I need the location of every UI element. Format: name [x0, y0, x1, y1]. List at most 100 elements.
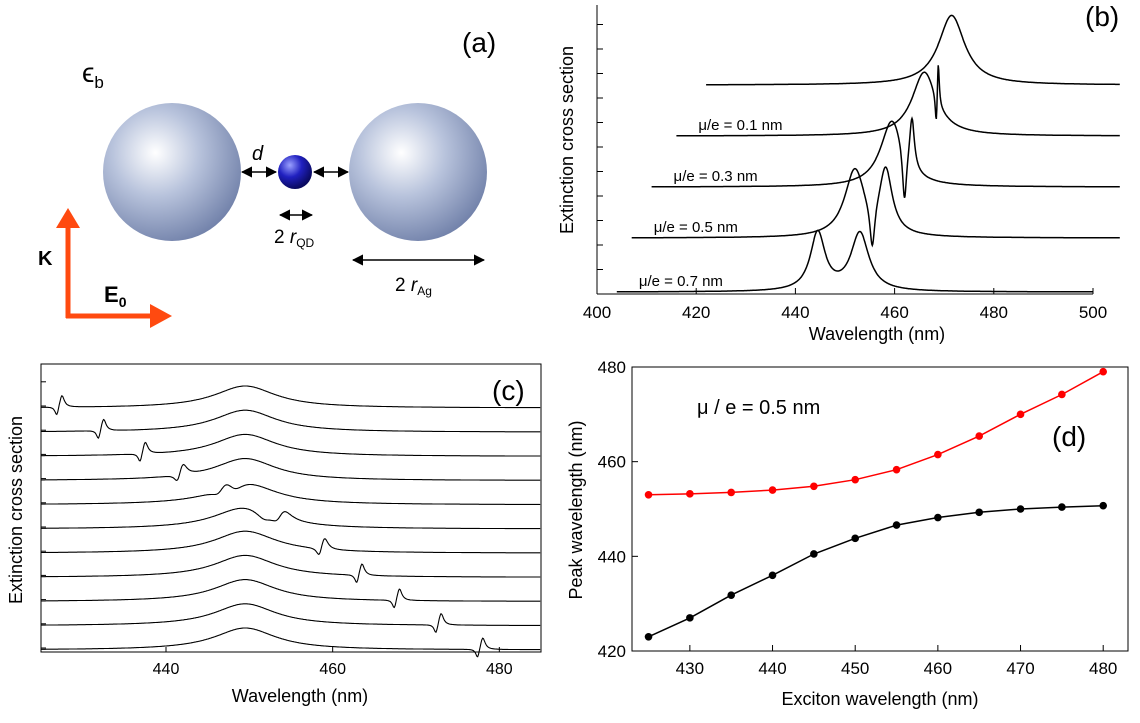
panel-b-ylabel: Extinction cross section: [557, 46, 577, 234]
panel-c-y-ticks: [41, 381, 46, 649]
panel-b-xlabel: Wavelength (nm): [809, 324, 945, 344]
panel-d-data-point: [810, 482, 818, 491]
gap-d-label: d: [252, 143, 264, 165]
panel-d-data-point: [644, 491, 653, 499]
panel-b-curves: μ/e = 0.7 nm μ/e = 0.5 nm μ/e = 0.3 nm μ/e …: [616, 14, 1120, 293]
left-silver-sphere: [103, 103, 241, 241]
qd-size-r: r: [290, 227, 297, 248]
panel-b-x-tick-label: 400: [583, 303, 611, 322]
panel-a-schematic: (a) ϵb d 2 rQD 2 rAg K E0: [38, 27, 496, 328]
panel-d-series: [644, 367, 1107, 641]
panel-d-data-point: [1016, 505, 1025, 513]
ag-size-prefix: 2: [395, 275, 411, 296]
panel-c-label: (c): [492, 375, 525, 406]
panel-a-label: (a): [462, 27, 496, 58]
panel-d-y-tick-label: 480: [598, 358, 626, 377]
medium-subscript: b: [94, 73, 103, 92]
panel-d-data-point: [686, 490, 694, 498]
panel-d-label: (d): [1052, 421, 1086, 452]
panel-d-series-line: [648, 371, 1104, 496]
panel-c-curves: [41, 385, 541, 658]
e0-sub: 0: [119, 294, 127, 310]
panel-c-curve: [41, 483, 541, 506]
panel-c-curve: [41, 627, 541, 658]
ag-size-r: r: [411, 275, 418, 296]
panel-c-curve: [41, 530, 541, 555]
k-label: K: [38, 248, 53, 270]
panel-b-curve: [706, 14, 1120, 86]
panel-d-x-tick-label: 430: [676, 659, 704, 678]
ag-size-label: 2 rAg: [395, 275, 432, 298]
panel-d-data-point: [727, 488, 735, 497]
panel-d-data-point: [1058, 503, 1066, 511]
panel-b-chart: 400 420 440 460 480 500 μ/e = 0.7 nm μ/e = 0.5…: [557, 1, 1120, 344]
panel-d-y-tick-label: 460: [598, 453, 626, 472]
panel-d-x-ticks: 430 440 450 460 470 480: [676, 645, 1117, 678]
panel-d-y-tick-label: 420: [598, 642, 626, 661]
panel-d-data-point: [1099, 367, 1107, 376]
panel-b-x-ticks: 400 420 440 460 480 500: [583, 288, 1107, 322]
panel-b-curve: [676, 65, 1120, 137]
medium-epsilon-label: ϵb: [82, 57, 104, 92]
panel-b-x-tick-label: 440: [781, 303, 809, 322]
panel-d-data-point: [1016, 410, 1025, 419]
panel-d-x-tick-label: 480: [1089, 659, 1117, 678]
panel-d-ylabel: Peak wavelength (nm): [566, 420, 586, 599]
panel-b-x-tick-label: 420: [682, 303, 710, 322]
panel-d-data-point: [727, 591, 735, 599]
panel-c-x-ticks: 440 460 480: [153, 647, 513, 678]
panel-b-curve: [651, 116, 1120, 199]
panel-c-curve: [41, 554, 541, 583]
panel-c-curve: [41, 433, 541, 462]
panel-d-xlabel: Exciton wavelength (nm): [781, 689, 978, 709]
panel-d-data-point: [768, 571, 777, 580]
panel-b-y-ticks: [597, 24, 603, 295]
panel-d-x-tick-label: 450: [841, 659, 869, 678]
panel-c-ylabel: Extinction cross section: [6, 416, 26, 604]
panel-b-curve: [616, 229, 1093, 293]
panel-d-y-ticks: 420 440 460 480: [598, 358, 638, 661]
panel-d-data-point: [934, 513, 942, 522]
panel-d-annotation: μ / e = 0.5 nm: [697, 397, 820, 419]
panel-c-frame: [40, 363, 542, 653]
panel-d-data-point: [1099, 501, 1107, 510]
panel-c-chart: 440 460 480 (c) Wavelength (nm) Extinction…: [6, 363, 542, 706]
panel-b-curve-label: μ/e = 0.1 nm: [698, 117, 782, 134]
panel-d-data-point: [975, 508, 983, 517]
right-silver-sphere: [349, 103, 487, 241]
panel-c-x-tick-label: 480: [486, 661, 513, 678]
panel-c-xlabel: Wavelength (nm): [232, 686, 368, 706]
panel-d-chart: 420 440 460 480 430 440 450 460 470 480 (d) μ / …: [566, 358, 1129, 709]
panel-b-x-tick-label: 460: [880, 303, 908, 322]
panel-d-series-line: [648, 504, 1104, 638]
medium-symbol: ϵ: [82, 57, 94, 88]
panel-d-data-point: [686, 614, 694, 622]
e0-label: E0: [104, 282, 127, 310]
panel-d-data-point: [851, 475, 859, 484]
panel-c-curve: [41, 579, 541, 609]
panel-d-x-tick-label: 440: [758, 659, 786, 678]
panel-d-data-point: [934, 450, 942, 459]
panel-c-curve: [41, 603, 541, 634]
panel-d-data-point: [1058, 390, 1066, 399]
panel-d-data-point: [975, 432, 983, 440]
qd-size-sub: QD: [296, 236, 314, 250]
panel-d-data-point: [851, 534, 859, 543]
panel-d-y-tick-label: 440: [598, 547, 626, 566]
panel-d-data-point: [644, 633, 653, 641]
quantum-dot: [278, 155, 312, 189]
panel-c-curve: [41, 409, 541, 439]
qd-size-prefix: 2: [274, 227, 290, 248]
panel-c-curve: [41, 385, 541, 416]
panel-b-curve: [631, 166, 1120, 248]
panel-b-label: (b): [1085, 1, 1119, 32]
k-arrowhead: [56, 208, 80, 228]
panel-b-curve-label: μ/e = 0.7 nm: [639, 273, 723, 290]
panel-b-x-tick-label: 500: [1079, 303, 1107, 322]
panel-c-x-tick-label: 440: [153, 661, 180, 678]
e0-arrowhead: [150, 304, 172, 328]
panel-b-curve-label: μ/e = 0.3 nm: [674, 168, 758, 185]
panel-d-frame: [631, 366, 1129, 652]
panel-d-x-tick-label: 460: [924, 659, 952, 678]
